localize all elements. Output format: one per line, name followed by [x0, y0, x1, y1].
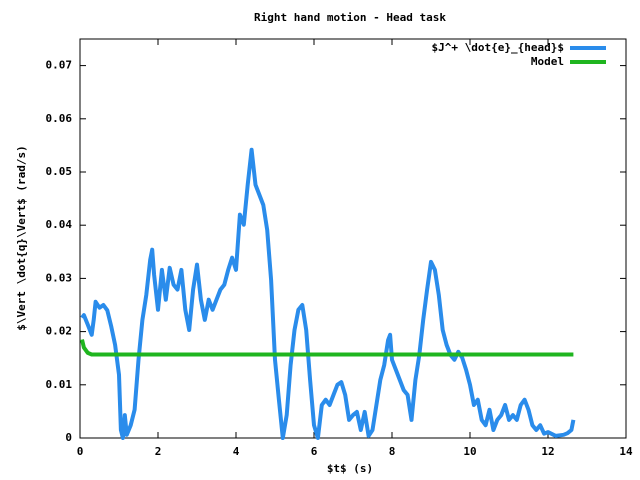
x-axis-label: $t$ (s) — [327, 462, 373, 475]
y-tick-label: 0.02 — [46, 325, 73, 338]
x-tick-label: 0 — [77, 445, 84, 458]
y-tick-label: 0.04 — [46, 218, 73, 231]
x-tick-label: 8 — [389, 445, 396, 458]
y-tick-label: 0.05 — [46, 165, 73, 178]
y-tick-label: 0.06 — [46, 112, 73, 125]
series-line — [80, 339, 574, 357]
x-tick-label: 14 — [619, 445, 633, 458]
y-tick-label: 0.03 — [46, 271, 73, 284]
x-tick-label: 2 — [155, 445, 162, 458]
legend-label: $J^+ \dot{e}_{head}$ — [432, 41, 564, 54]
legend-label: Model — [531, 55, 564, 68]
x-tick-label: 4 — [233, 445, 240, 458]
plot-frame — [79, 38, 627, 439]
y-tick-label: 0.01 — [46, 378, 73, 391]
y-tick-label: 0.07 — [46, 59, 73, 72]
series-line — [80, 147, 576, 440]
x-tick-label: 10 — [463, 445, 476, 458]
y-axis-label: $\Vert \dot{q}\Vert$ (rad/s) — [15, 145, 28, 330]
y-tick-label: 0 — [65, 431, 72, 444]
chart-title: Right hand motion - Head task — [254, 11, 446, 24]
x-tick-label: 12 — [541, 445, 554, 458]
x-tick-label: 6 — [311, 445, 318, 458]
